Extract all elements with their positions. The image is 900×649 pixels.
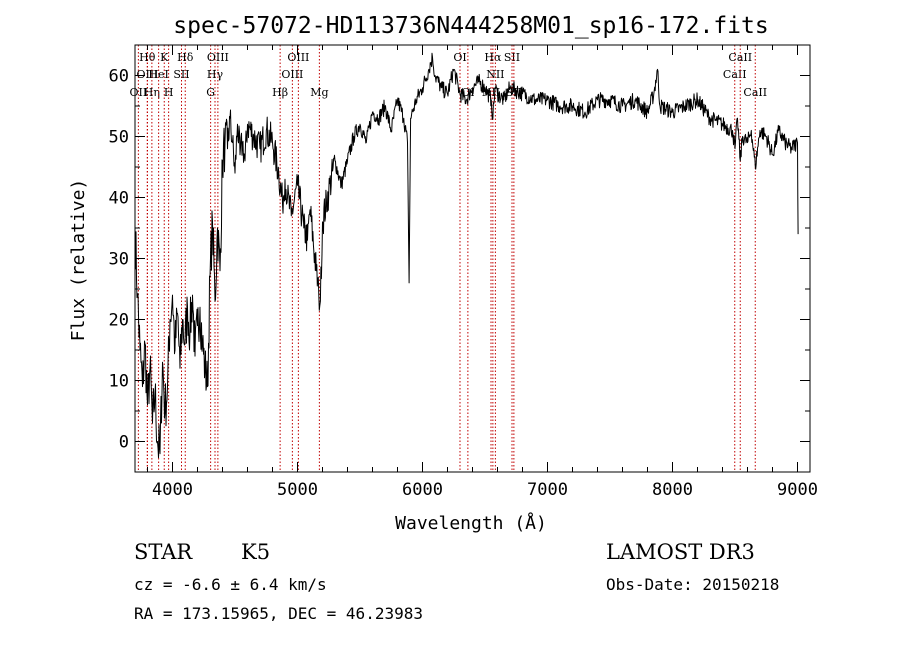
marker-label-20: NII [486, 68, 504, 81]
x-tick-label-3: 7000 [527, 480, 568, 500]
marker-label-4: HeI [148, 68, 168, 81]
flux-series [134, 52, 799, 459]
marker-label-24: CaII [728, 51, 752, 64]
survey-name: LAMOST DR3 [606, 540, 755, 564]
x-tick-label-2: 6000 [402, 480, 443, 500]
marker-label-7: SII [173, 68, 189, 81]
y-axis-label: Flux (relative) [68, 179, 89, 342]
marker-label-3: Hη [144, 86, 160, 99]
y-tick-label-3: 30 [109, 250, 129, 270]
marker-label-19: Hα [484, 51, 502, 64]
object-subclass: K5 [241, 540, 271, 564]
x-tick-label-4: 8000 [652, 480, 693, 500]
chart-title: spec-57072-HD113736N444258M01_sp16-172.f… [173, 13, 768, 39]
marker-label-21: SII [504, 51, 520, 64]
marker-label-9: G [206, 86, 215, 99]
axes: 4000 5000 6000 7000 8000 9000 0 10 20 30 40 50 60 [109, 44, 818, 500]
marker-label-25: CaII [743, 86, 767, 99]
x-tick-label-1: 5000 [277, 480, 318, 500]
object-class: STAR [134, 540, 193, 564]
x-tick-label-5: 9000 [777, 480, 818, 500]
marker-label-2: OIII [136, 68, 158, 81]
y-tick-label-6: 60 [109, 67, 129, 87]
marker-label-8: Hδ [177, 51, 194, 64]
flux-line [134, 52, 799, 459]
plot-frame [134, 44, 811, 473]
redshift-cz: cz = -6.6 ± 6.4 km/s [134, 575, 327, 594]
marker-label-1: Hθ [139, 51, 156, 64]
marker-label-14: OIII [287, 51, 309, 64]
ra-dec-coordinates: RA = 173.15965, DEC = 46.23983 [134, 604, 423, 623]
observation-date: Obs-Date: 20150218 [606, 575, 780, 594]
y-tick-label-4: 40 [109, 189, 129, 209]
y-tick-label-5: 50 [109, 128, 129, 148]
marker-label-10: Hγ [207, 68, 224, 81]
marker-label-15: Mg [310, 86, 328, 99]
y-tick-label-0: 0 [119, 433, 129, 453]
marker-label-16: OI [453, 51, 466, 64]
y-tick-label-2: 20 [109, 311, 129, 331]
x-axis-label: Wavelength (Å) [395, 512, 547, 534]
marker-label-5: K [160, 51, 169, 64]
marker-label-13: OIII [281, 68, 303, 81]
marker-label-6: H [164, 86, 174, 99]
marker-label-12: Hβ [272, 86, 288, 99]
marker-label-23: CaII [723, 68, 747, 81]
marker-label-11: OIII [207, 51, 229, 64]
y-tick-label-1: 10 [109, 372, 129, 392]
x-tick-label-0: 4000 [152, 480, 193, 500]
marker-label-0: OII [130, 86, 148, 99]
